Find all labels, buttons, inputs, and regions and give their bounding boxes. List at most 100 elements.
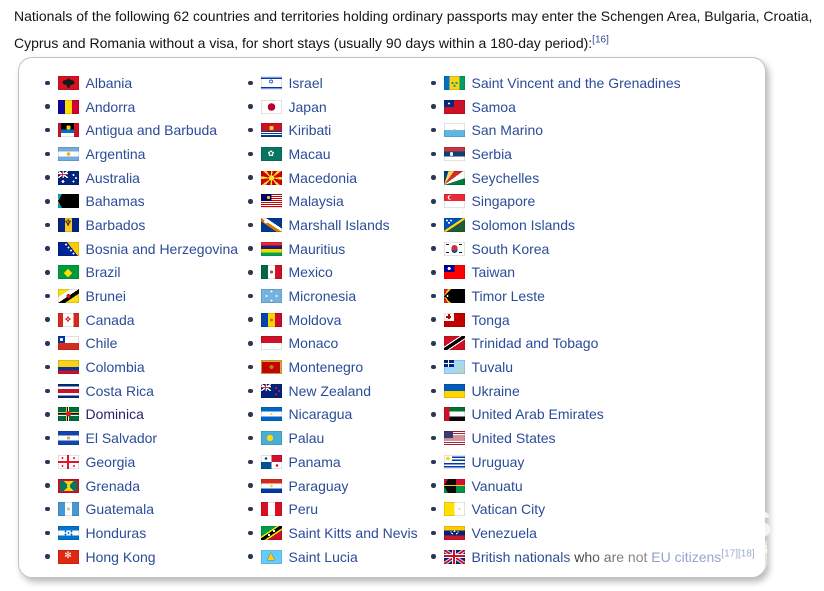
- country-link[interactable]: Panama: [288, 453, 341, 470]
- country-link[interactable]: Brunei: [85, 288, 126, 305]
- country-item: Georgia: [45, 450, 248, 474]
- country-link[interactable]: Seychelles: [471, 169, 540, 186]
- country-link[interactable]: United States: [471, 430, 556, 447]
- country-link[interactable]: Barbados: [85, 216, 146, 233]
- country-link[interactable]: Monaco: [288, 335, 339, 352]
- country-link[interactable]: Saint Lucia: [288, 548, 358, 565]
- country-item: Vatican City: [431, 497, 755, 521]
- country-item: Peru: [248, 497, 431, 521]
- country-link[interactable]: Chile: [85, 335, 118, 352]
- country-link[interactable]: South Korea: [471, 240, 550, 257]
- country-link[interactable]: Paraguay: [288, 477, 349, 494]
- country-link[interactable]: San Marino: [471, 122, 544, 139]
- country-link[interactable]: British nationals who are not EU citizen…: [471, 547, 755, 565]
- country-link[interactable]: Bahamas: [85, 193, 145, 210]
- country-link[interactable]: Solomon Islands: [471, 216, 576, 233]
- country-link[interactable]: Macau: [288, 145, 331, 162]
- flag-icon-palau: [260, 431, 282, 446]
- country-link[interactable]: United Arab Emirates: [471, 406, 604, 423]
- country-link[interactable]: Australia: [85, 169, 140, 186]
- flag-icon-australia: [57, 170, 79, 185]
- country-link[interactable]: Trinidad and Tobago: [471, 335, 599, 352]
- country-link[interactable]: Venezuela: [471, 524, 537, 541]
- country-link[interactable]: Taiwan: [471, 264, 516, 281]
- country-item: Andorra: [45, 95, 248, 119]
- country-item: Montenegro: [248, 355, 431, 379]
- country-link[interactable]: Samoa: [471, 98, 516, 115]
- country-item: El Salvador: [45, 426, 248, 450]
- country-link[interactable]: Mauritius: [288, 240, 346, 257]
- country-item: Saint Kitts and Nevis: [248, 521, 431, 545]
- country-link-text[interactable]: British nationals: [471, 548, 571, 565]
- country-link[interactable]: Albania: [85, 74, 133, 91]
- flag-emblem-glyph: ❖: [64, 314, 72, 324]
- flag-icon-marshall-islands: [260, 217, 282, 232]
- country-link[interactable]: El Salvador: [85, 430, 158, 447]
- flag-icon-tonga: [443, 312, 465, 327]
- country-link[interactable]: Saint Vincent and the Grenadines: [471, 74, 681, 91]
- flag-icon-argentina: [57, 146, 79, 161]
- country-link[interactable]: Mexico: [288, 264, 333, 281]
- country-link[interactable]: Guatemala: [85, 501, 154, 518]
- country-link[interactable]: New Zealand: [288, 382, 372, 399]
- flag-icon-albania: [57, 75, 79, 90]
- country-link[interactable]: Montenegro: [288, 359, 364, 376]
- country-link[interactable]: Timor Leste: [471, 288, 545, 305]
- country-link[interactable]: Uruguay: [471, 453, 525, 470]
- country-link[interactable]: Macedonia: [288, 169, 358, 186]
- country-item: Albania: [45, 71, 248, 95]
- country-item: Nicaragua: [248, 403, 431, 427]
- reference-link[interactable]: [17][18]: [721, 547, 755, 559]
- flag-emblem-glyph: ✿: [267, 148, 275, 158]
- country-link[interactable]: Peru: [288, 501, 319, 518]
- country-link[interactable]: Georgia: [85, 453, 136, 470]
- country-link[interactable]: Dominica: [85, 406, 144, 423]
- flag-icon-costa-rica: [57, 383, 79, 398]
- country-link[interactable]: Tuvalu: [471, 359, 514, 376]
- country-link[interactable]: Bosnia and Herzegovina: [85, 240, 239, 257]
- flag-icon-solomon-islands: [443, 217, 465, 232]
- country-item: Uruguay: [431, 450, 755, 474]
- country-link[interactable]: Tonga: [471, 311, 510, 328]
- country-link[interactable]: Micronesia: [288, 288, 357, 305]
- country-link[interactable]: Israel: [288, 74, 323, 91]
- flag-icon-san-marino: [443, 123, 465, 138]
- country-item: Marshall Islands: [248, 213, 431, 237]
- flag-icon-mauritius: [260, 241, 282, 256]
- country-item: Venezuela: [431, 521, 755, 545]
- country-link[interactable]: Vatican City: [471, 501, 546, 518]
- country-link-text[interactable]: EU citizens: [651, 548, 722, 565]
- country-link[interactable]: Malaysia: [288, 193, 344, 210]
- country-link[interactable]: Saint Kitts and Nevis: [288, 524, 418, 541]
- country-link[interactable]: Hong Kong: [85, 548, 156, 565]
- country-link[interactable]: Kiribati: [288, 122, 332, 139]
- country-link[interactable]: Serbia: [471, 145, 512, 162]
- country-item: ◆ Brazil: [45, 261, 248, 285]
- country-link[interactable]: Colombia: [85, 359, 145, 376]
- country-link[interactable]: Grenada: [85, 477, 140, 494]
- country-link[interactable]: Antigua and Barbuda: [85, 122, 218, 139]
- country-link[interactable]: Canada: [85, 311, 135, 328]
- country-item: Ukraine: [431, 379, 755, 403]
- country-item: New Zealand: [248, 379, 431, 403]
- flag-icon-venezuela: [443, 525, 465, 540]
- country-link[interactable]: Ukraine: [471, 382, 520, 399]
- ref-16-link[interactable]: [16]: [592, 34, 609, 46]
- country-link[interactable]: Moldova: [288, 311, 342, 328]
- country-item: ✿ Macau: [248, 142, 431, 166]
- country-link[interactable]: Nicaragua: [288, 406, 353, 423]
- country-link[interactable]: Costa Rica: [85, 382, 154, 399]
- flag-icon-montenegro: [260, 360, 282, 375]
- country-link[interactable]: Andorra: [85, 98, 136, 115]
- country-item: ❖ Canada: [45, 308, 248, 332]
- flag-icon-serbia: [443, 146, 465, 161]
- country-link[interactable]: Japan: [288, 98, 327, 115]
- country-link[interactable]: Marshall Islands: [288, 216, 390, 233]
- country-link[interactable]: Vanuatu: [471, 477, 523, 494]
- country-link[interactable]: Brazil: [85, 264, 121, 281]
- country-link[interactable]: Singapore: [471, 193, 536, 210]
- country-link[interactable]: Palau: [288, 430, 325, 447]
- country-link[interactable]: Argentina: [85, 145, 146, 162]
- country-link[interactable]: Honduras: [85, 524, 147, 541]
- flag-icon-israel: ✡: [260, 75, 282, 90]
